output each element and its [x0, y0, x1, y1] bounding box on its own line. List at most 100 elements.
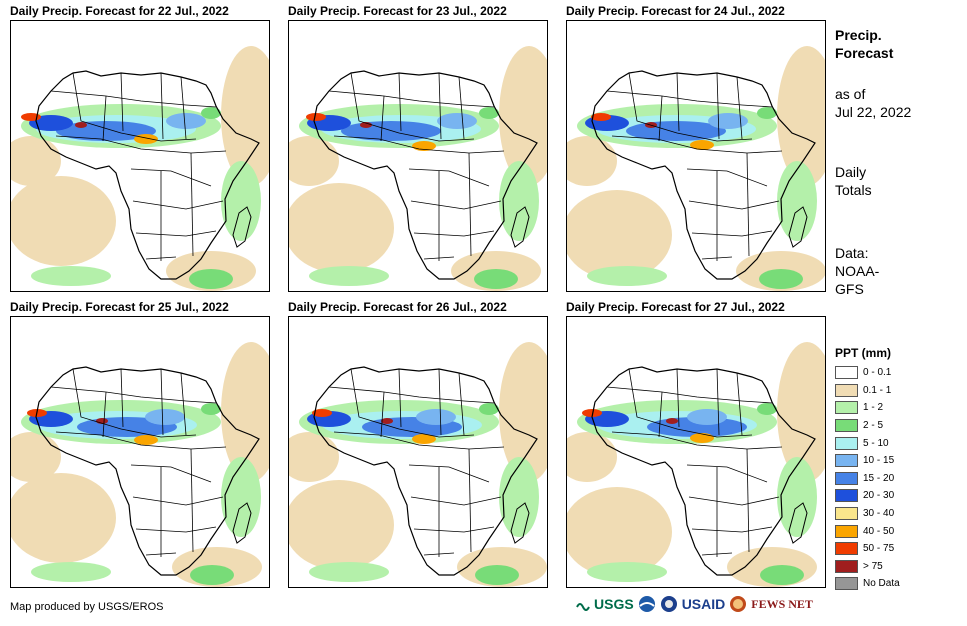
- precip-area: [306, 113, 326, 121]
- country-border: [606, 386, 773, 404]
- panel-title: Daily Precip. Forecast for 23 Jul., 2022: [288, 4, 507, 18]
- legend-label: 15 - 20: [863, 472, 895, 484]
- country-border: [145, 256, 177, 260]
- country-border: [746, 152, 750, 257]
- precip-area: [11, 136, 61, 186]
- precip-area: [360, 122, 372, 128]
- precip-area: [309, 562, 389, 582]
- legend-label: 30 - 40: [863, 508, 895, 520]
- country-border: [458, 372, 465, 436]
- africa-outline: [591, 70, 816, 280]
- country-border: [628, 72, 753, 142]
- africa-outline: [591, 366, 816, 576]
- madagascar-outline: [510, 502, 530, 544]
- usaid-logo: USAID: [681, 596, 726, 612]
- precip-area: [189, 269, 233, 289]
- precip-area: [567, 432, 617, 482]
- precip-map: [288, 316, 548, 588]
- legend-swatch: [835, 471, 858, 485]
- precip-area: [759, 269, 803, 289]
- country-border: [120, 72, 124, 132]
- country-border: [333, 431, 505, 450]
- legend-item: No Data: [835, 575, 955, 593]
- country-border: [130, 168, 212, 187]
- africa-map: [567, 46, 825, 291]
- country-border: [736, 76, 743, 140]
- country-border: [688, 496, 780, 506]
- country-border: [716, 368, 720, 436]
- precip-area: [381, 418, 393, 424]
- panel-title: Daily Precip. Forecast for 22 Jul., 2022: [10, 4, 229, 18]
- usgs-logo: USGS: [594, 596, 634, 612]
- legend-item: 0.1 - 1: [835, 382, 955, 400]
- data-source-line2: NOAA-: [835, 263, 880, 279]
- legend-item: 40 - 50: [835, 522, 955, 540]
- legend-swatch: [835, 436, 858, 450]
- legend-item: 0 - 0.1: [835, 364, 955, 382]
- africa-map: [289, 342, 547, 587]
- legend-swatch: [835, 507, 858, 521]
- precip-area: [190, 565, 234, 585]
- legend-swatch: [835, 577, 858, 591]
- country-border: [50, 90, 217, 108]
- precip-area: [587, 562, 667, 582]
- africa-outline: [313, 366, 538, 576]
- legend-label: 50 - 75: [863, 543, 895, 555]
- country-border: [423, 256, 455, 260]
- legend-item: 10 - 15: [835, 452, 955, 470]
- precip-area: [757, 107, 777, 119]
- legend-items: 0 - 0.1 0.1 - 1 1 - 2 2 - 5 5 - 10 10 - 15 15 …: [835, 364, 955, 593]
- country-border: [398, 72, 402, 132]
- precip-area: [75, 122, 87, 128]
- country-border: [423, 552, 455, 556]
- precip-area: [289, 480, 394, 570]
- precip-area: [690, 140, 714, 150]
- legend-label: No Data: [863, 578, 900, 590]
- country-border: [408, 168, 490, 187]
- precip-area: [567, 487, 672, 577]
- panel-title: Daily Precip. Forecast for 27 Jul., 2022: [566, 300, 785, 314]
- legend-item: 2 - 5: [835, 417, 955, 435]
- legend-swatch: [835, 419, 858, 433]
- madagascar-outline: [510, 206, 530, 248]
- totals-line2: Totals: [835, 182, 872, 198]
- country-border: [611, 431, 783, 450]
- country-border: [701, 552, 733, 556]
- legend-label: 0 - 0.1: [863, 367, 892, 379]
- precip-area: [437, 113, 477, 129]
- precip-area: [757, 403, 777, 415]
- madagascar-outline: [232, 206, 252, 248]
- country-border: [410, 496, 502, 506]
- precip-area: [221, 161, 261, 241]
- country-border: [736, 372, 743, 436]
- precip-area: [201, 403, 221, 415]
- precip-area: [134, 435, 158, 445]
- country-border: [350, 368, 475, 438]
- country-border: [468, 448, 472, 553]
- precip-area: [221, 46, 269, 186]
- sidebar-title-line1: Precip.: [835, 27, 882, 43]
- madagascar-outline: [788, 206, 808, 248]
- legend-label: 20 - 30: [863, 490, 895, 502]
- precip-area: [687, 409, 727, 425]
- legend-label: 40 - 50: [863, 525, 895, 537]
- country-border: [408, 464, 490, 483]
- precip-area: [474, 269, 518, 289]
- legend-swatch: [835, 454, 858, 468]
- legend-item: 15 - 20: [835, 470, 955, 488]
- precip-area: [309, 266, 389, 286]
- country-border: [686, 464, 768, 483]
- seal-icon: [660, 596, 677, 612]
- precip-area: [777, 342, 825, 482]
- panel-title: Daily Precip. Forecast for 26 Jul., 2022: [288, 300, 507, 314]
- country-border: [686, 168, 768, 187]
- legend-swatch: [835, 524, 858, 538]
- country-border: [438, 72, 442, 140]
- precip-area: [777, 46, 825, 186]
- country-border: [333, 135, 505, 154]
- precip-area: [690, 433, 714, 443]
- usgs-icon: [576, 603, 590, 611]
- precip-area: [416, 409, 456, 425]
- fews-net-logo: FEWS NET: [751, 596, 813, 611]
- data-source-block: Data: NOAA- GFS: [835, 244, 879, 298]
